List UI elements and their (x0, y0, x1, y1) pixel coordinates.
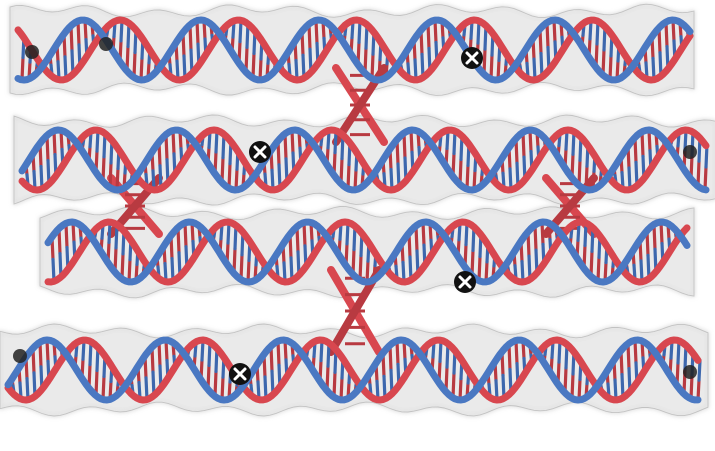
helix-row-1 (14, 16, 694, 84)
marker-row1 (461, 47, 483, 69)
helix-row-3-blue-strand (44, 218, 691, 286)
helix-end-cap (683, 145, 697, 159)
marker-row3 (454, 271, 476, 293)
helix-row-1-blue-strand (14, 16, 694, 84)
marker-row2 (249, 141, 271, 163)
helix-row-3 (44, 218, 691, 286)
helix-end-cap (99, 37, 113, 51)
helix-row-2 (18, 126, 710, 194)
helix-row-4-blue-strand (4, 336, 702, 404)
helix-end-cap (683, 365, 697, 379)
helix-end-cap (13, 349, 27, 363)
helix-row-2-blue-strand (18, 126, 710, 194)
helix-row-1-red-strand (14, 16, 694, 84)
double-helices (4, 16, 710, 404)
attachment-markers (13, 37, 697, 385)
marker-row4 (229, 363, 251, 385)
helix-row-4 (4, 336, 702, 404)
helix-row-3-red-strand (44, 218, 691, 286)
helix-end-cap (25, 45, 39, 59)
